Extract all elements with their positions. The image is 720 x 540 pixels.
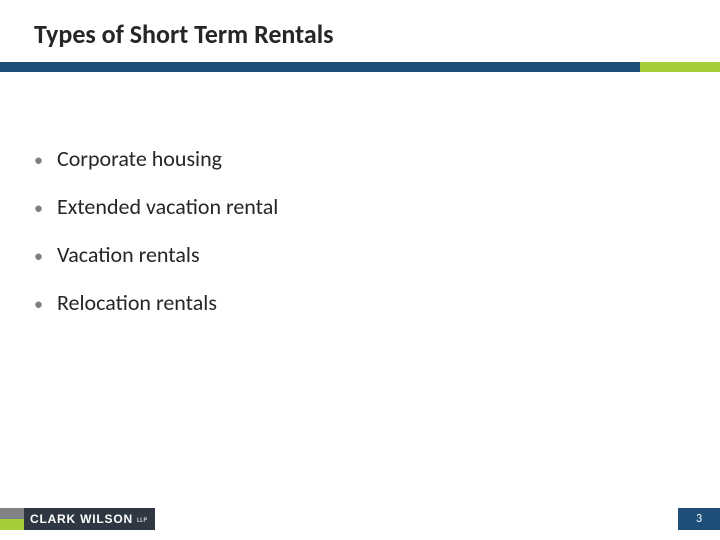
slide-footer: CLARK WILSON LLP 3 — [0, 512, 720, 540]
bullet-list: • Corporate housing • Extended vacation … — [34, 145, 278, 337]
bullet-text: Extended vacation rental — [57, 193, 278, 220]
logo-accent-bottom — [0, 519, 24, 530]
list-item: • Vacation rentals — [34, 241, 278, 268]
list-item: • Relocation rentals — [34, 289, 278, 316]
slide-title: Types of Short Term Rentals — [0, 0, 720, 50]
bullet-icon: • — [34, 199, 43, 217]
logo-accent-top — [0, 508, 24, 519]
bullet-icon: • — [34, 295, 43, 313]
bullet-text: Vacation rentals — [57, 241, 200, 268]
bullet-icon: • — [34, 151, 43, 169]
logo-name: CLARK WILSON — [30, 512, 133, 526]
list-item: • Extended vacation rental — [34, 193, 278, 220]
logo-text-block: CLARK WILSON LLP — [24, 508, 155, 530]
bullet-text: Relocation rentals — [57, 289, 217, 316]
logo-accent — [0, 508, 24, 530]
divider-blue-segment — [0, 62, 640, 72]
logo-suffix: LLP — [137, 515, 147, 524]
bullet-icon: • — [34, 247, 43, 265]
divider-bar — [0, 62, 720, 72]
logo-block: CLARK WILSON LLP — [0, 508, 186, 530]
bullet-text: Corporate housing — [57, 145, 222, 172]
page-number-block: 3 — [678, 508, 720, 530]
list-item: • Corporate housing — [34, 145, 278, 172]
page-number: 3 — [696, 512, 702, 526]
divider-green-segment — [640, 62, 720, 72]
